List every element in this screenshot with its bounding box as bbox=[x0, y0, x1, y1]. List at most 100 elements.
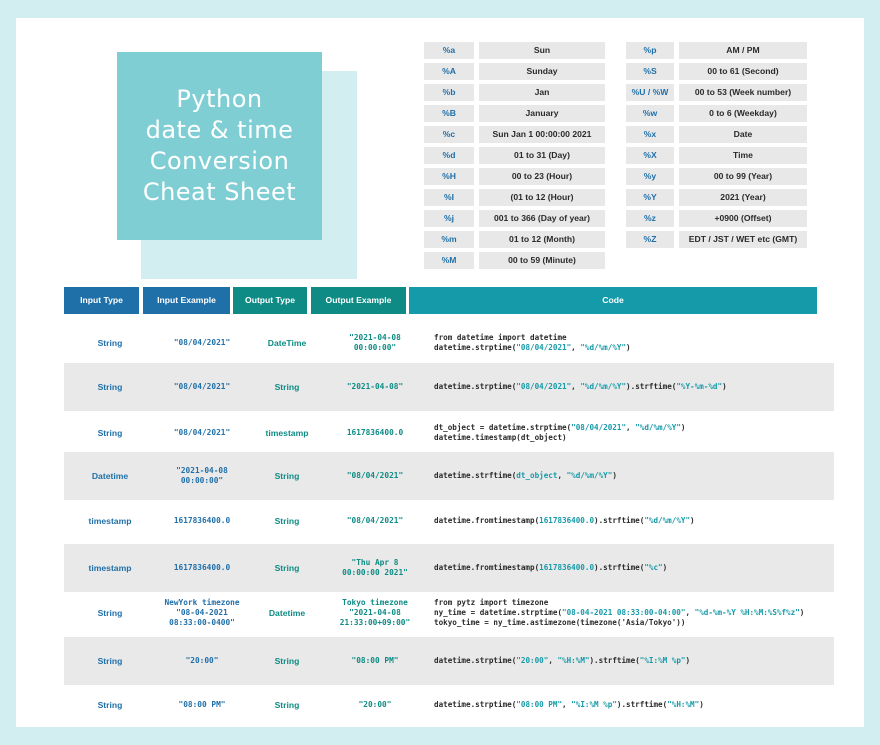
code-token: ) bbox=[799, 608, 805, 617]
output-type-cell: String bbox=[248, 681, 326, 729]
code-token: , bbox=[571, 343, 581, 352]
output-example-cell: Tokyo timezone "2021-04-08 21:33:00+09:0… bbox=[326, 589, 424, 637]
input-type-cell: String bbox=[64, 319, 156, 367]
input-type-cell: String bbox=[64, 681, 156, 729]
input-example-cell-text: "08:00 PM" bbox=[178, 700, 226, 709]
format-description: 00 to 61 (Second) bbox=[679, 63, 807, 80]
output-type-cell: String bbox=[248, 637, 326, 685]
format-description: Sun bbox=[479, 42, 605, 59]
format-code: %H bbox=[424, 168, 474, 185]
input-example-cell: 1617836400.0 bbox=[156, 544, 248, 592]
code-line: datetime.strptime("08:00 PM", "%I:%M %p"… bbox=[434, 700, 704, 710]
code-token: , bbox=[571, 382, 581, 391]
code-block: from pytz import timezone ny_time = datet… bbox=[434, 598, 804, 628]
format-description: 01 to 12 (Month) bbox=[479, 231, 605, 248]
code-line: ny_time = datetime.strptime("08-04-2021 … bbox=[434, 608, 804, 618]
code-token: "%d-%m-%Y %H:%M:%S%f%z" bbox=[694, 608, 800, 617]
title-line: date & time bbox=[145, 116, 294, 144]
input-example-cell: 1617836400.0 bbox=[156, 497, 248, 545]
code-token: dt_object bbox=[516, 471, 558, 480]
code-token: datetime.fromtimestamp( bbox=[434, 563, 540, 572]
code-token: , bbox=[557, 471, 567, 480]
code-cell: datetime.strftime(dt_object, "%d/%m/%Y") bbox=[424, 452, 834, 500]
input-example-cell-text: "08/04/2021" bbox=[173, 338, 231, 347]
output-type-cell-text: String bbox=[274, 471, 300, 481]
code-token: ) bbox=[662, 563, 668, 572]
output-type-cell: String bbox=[248, 544, 326, 592]
output-type-cell: Datetime bbox=[248, 589, 326, 637]
code-token: ).strftime( bbox=[616, 700, 668, 709]
format-code: %b bbox=[424, 84, 474, 101]
input-type-cell-text: timestamp bbox=[88, 563, 132, 573]
output-example-cell: "2021-04-08 00:00:00" bbox=[326, 319, 424, 367]
code-cell: datetime.strptime("08:00 PM", "%I:%M %p"… bbox=[424, 681, 834, 729]
header-input-example: Input Example bbox=[143, 287, 230, 314]
code-token: ).strftime( bbox=[594, 516, 645, 525]
input-type-cell: String bbox=[64, 589, 156, 637]
code-block: datetime.strptime("08/04/2021", "%d/%m/%… bbox=[434, 382, 727, 392]
code-block: from datetime import datetime datetime.st… bbox=[434, 333, 631, 353]
code-token: datetime.strptime( bbox=[434, 382, 517, 391]
format-description: Sunday bbox=[479, 63, 605, 80]
code-block: datetime.fromtimestamp(1617836400.0).str… bbox=[434, 516, 695, 526]
output-example-cell-text: "08/04/2021" bbox=[346, 471, 404, 480]
format-description: 001 to 366 (Day of year) bbox=[479, 210, 605, 227]
table-row: String "08:00 PM" String "20:00" datetime.st… bbox=[64, 681, 834, 729]
code-line: datetime.fromtimestamp(1617836400.0).str… bbox=[434, 563, 667, 573]
code-token: "08/04/2021" bbox=[571, 423, 627, 432]
input-example-cell: "08:00 PM" bbox=[156, 681, 248, 729]
format-code: %Z bbox=[626, 231, 674, 248]
code-cell: datetime.strptime("20:00", "%H:%M").strf… bbox=[424, 637, 834, 685]
output-type-cell-text: String bbox=[274, 516, 300, 526]
input-example-cell-text: NewYork timezone "08-04-2021 08:33:00-04… bbox=[164, 598, 240, 627]
output-type-cell: String bbox=[248, 452, 326, 500]
code-token: ) bbox=[685, 656, 691, 665]
format-description: AM / PM bbox=[679, 42, 807, 59]
format-code: %B bbox=[424, 105, 474, 122]
code-cell: dt_object = datetime.strptime("08/04/202… bbox=[424, 409, 834, 457]
table-row: timestamp 1617836400.0 String "08/04/2021" d… bbox=[64, 497, 834, 545]
code-token: datetime.timestamp(dt_object) bbox=[434, 433, 567, 442]
code-token: "%d/%m/%Y" bbox=[566, 471, 613, 480]
output-example-cell: 1617836400.0 bbox=[326, 409, 424, 457]
code-token: "%H:%M" bbox=[667, 700, 700, 709]
code-cell: datetime.strptime("08/04/2021", "%d/%m/%… bbox=[424, 363, 834, 411]
header-output-type: Output Type bbox=[233, 287, 307, 314]
output-example-cell-text: "20:00" bbox=[358, 700, 392, 709]
code-token: "08:00 PM" bbox=[516, 700, 563, 709]
code-token: , bbox=[562, 700, 572, 709]
format-description: 0 to 6 (Weekday) bbox=[679, 105, 807, 122]
code-block: datetime.strftime(dt_object, "%d/%m/%Y") bbox=[434, 471, 617, 481]
table-row: String "08/04/2021" String "2021-04-08" date… bbox=[64, 363, 834, 411]
code-line: datetime.strptime("08/04/2021", "%d/%m/%… bbox=[434, 382, 727, 392]
input-type-cell: String bbox=[64, 363, 156, 411]
input-type-cell: String bbox=[64, 409, 156, 457]
table-row: String "20:00" String "08:00 PM" datetime.st… bbox=[64, 637, 834, 685]
output-type-cell-text: timestamp bbox=[265, 428, 309, 438]
code-token: ).strftime( bbox=[626, 382, 677, 391]
header-input-type: Input Type bbox=[64, 287, 139, 314]
code-token: , bbox=[685, 608, 695, 617]
title-line: Python bbox=[176, 85, 263, 113]
format-description: 2021 (Year) bbox=[679, 189, 807, 206]
input-type-cell-text: String bbox=[97, 382, 123, 392]
input-type-cell-text: String bbox=[97, 608, 123, 618]
format-code: %y bbox=[626, 168, 674, 185]
format-description: 00 to 99 (Year) bbox=[679, 168, 807, 185]
format-code: %x bbox=[626, 126, 674, 143]
code-token: 1617836400.0 bbox=[539, 563, 595, 572]
output-type-cell: String bbox=[248, 497, 326, 545]
code-cell: datetime.fromtimestamp(1617836400.0).str… bbox=[424, 497, 834, 545]
output-example-cell: "Thu Apr 8 00:00:00 2021" bbox=[326, 544, 424, 592]
format-code: %p bbox=[626, 42, 674, 59]
format-code: %a bbox=[424, 42, 474, 59]
input-type-cell-text: String bbox=[97, 700, 123, 710]
code-line: datetime.fromtimestamp(1617836400.0).str… bbox=[434, 516, 695, 526]
output-type-cell-text: String bbox=[274, 382, 300, 392]
code-token: "%c" bbox=[644, 563, 663, 572]
output-example-cell: "08:00 PM" bbox=[326, 637, 424, 685]
format-description: EDT / JST / WET etc (GMT) bbox=[679, 231, 807, 248]
output-example-cell: "08/04/2021" bbox=[326, 497, 424, 545]
input-example-cell: "08/04/2021" bbox=[156, 409, 248, 457]
code-token: ) bbox=[699, 700, 704, 709]
